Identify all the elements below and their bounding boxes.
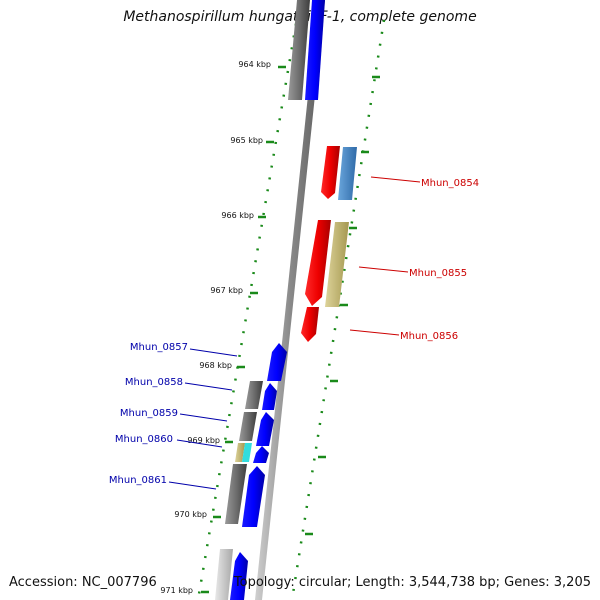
gene-mhun-0857-arrow[interactable] bbox=[267, 343, 287, 381]
gene-label-mhun-0859[interactable]: Mhun_0859 bbox=[120, 408, 178, 419]
gene-label-mhun-0854[interactable]: Mhun_0854 bbox=[421, 178, 479, 189]
ruler-label-965: 965 kbp bbox=[230, 136, 263, 145]
gene-feature-gray-0858[interactable] bbox=[245, 381, 263, 409]
ruler-label-970: 970 kbp bbox=[174, 510, 207, 519]
gene-feature-gray-0861[interactable] bbox=[225, 464, 247, 524]
gene-mhun-0861-arrow[interactable] bbox=[242, 466, 265, 527]
gene-feature-blue-top[interactable] bbox=[305, 0, 325, 100]
gene-label-mhun-0855[interactable]: Mhun_0855 bbox=[409, 268, 467, 279]
gene-feature-cyan-0860[interactable] bbox=[242, 443, 252, 462]
gene-mhun-0854-arrow[interactable] bbox=[321, 146, 340, 199]
gene-label-mhun-0858[interactable]: Mhun_0858 bbox=[125, 377, 183, 388]
gene-feature-khaki-0860[interactable] bbox=[235, 443, 245, 462]
gene-label-mhun-0860[interactable]: Mhun_0860 bbox=[115, 434, 173, 445]
topology-text: Topology: circular; Length: 3,544,738 bp… bbox=[233, 575, 591, 590]
gene-mhun-0860-arrow[interactable] bbox=[253, 446, 269, 463]
gene-label-mhun-0857[interactable]: Mhun_0857 bbox=[130, 342, 188, 353]
ruler-label-971: 971 kbp bbox=[160, 586, 193, 595]
gene-feature-khaki-0855[interactable] bbox=[325, 222, 349, 307]
leader-lines-right bbox=[349, 176, 421, 336]
gene-feature-steelblue-0854[interactable] bbox=[338, 147, 357, 200]
gene-feature-blue-bottom[interactable] bbox=[230, 552, 248, 600]
ruler-label-968: 968 kbp bbox=[199, 361, 232, 370]
ruler-label-966: 966 kbp bbox=[221, 211, 254, 220]
ruler-label-969: 969 kbp bbox=[187, 436, 220, 445]
gene-mhun-0855-arrow[interactable] bbox=[305, 220, 331, 306]
genome-backbone bbox=[255, 0, 325, 600]
gene-feature-gray-0859[interactable] bbox=[239, 412, 257, 441]
ruler-ticks-left bbox=[201, 65, 286, 594]
gene-label-mhun-0861[interactable]: Mhun_0861 bbox=[109, 475, 167, 486]
gene-mhun-0856-arrow[interactable] bbox=[301, 307, 319, 342]
gene-mhun-0858-arrow[interactable] bbox=[262, 383, 277, 410]
gene-feature-gray-top[interactable] bbox=[288, 0, 310, 100]
ruler-ticks-right bbox=[305, 75, 380, 536]
ruler-right-dots bbox=[290, 19, 386, 600]
accession-text: Accession: NC_007796 bbox=[9, 575, 157, 590]
gene-feature-lightgray-bottom[interactable] bbox=[215, 549, 233, 600]
gene-mhun-0859-arrow[interactable] bbox=[256, 412, 274, 446]
ruler-label-964: 964 kbp bbox=[238, 60, 271, 69]
leader-lines-left bbox=[168, 348, 238, 490]
ruler-label-967: 967 kbp bbox=[210, 286, 243, 295]
gene-label-mhun-0856[interactable]: Mhun_0856 bbox=[400, 331, 458, 342]
